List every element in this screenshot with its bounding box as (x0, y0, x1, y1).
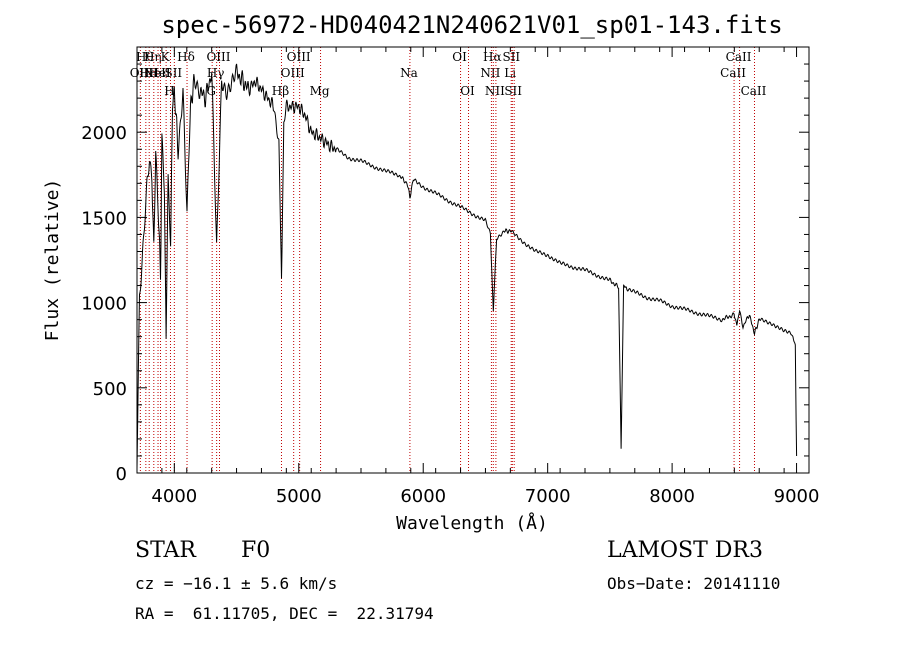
line-label: Hα (483, 50, 502, 64)
line-label: OIII (281, 66, 305, 80)
y-tick-label: 1000 (81, 294, 127, 315)
line-label: Hδ (177, 50, 195, 64)
line-label: Na (400, 66, 418, 80)
x-tick-label: 9000 (774, 486, 820, 507)
redshift: cz = −16.1 ± 5.6 km/s (135, 574, 338, 593)
y-tick-label: 0 (116, 464, 127, 485)
series-layer (136, 63, 798, 469)
line-label: Hη (144, 50, 162, 64)
x-tick-label: 6000 (400, 486, 446, 507)
chart-title: spec-56972-HD040421N240621V01_sp01-143.f… (161, 11, 782, 39)
line-label: NII (480, 66, 500, 80)
line-label: Hd (139, 66, 157, 80)
spectrum-line (136, 63, 798, 469)
object-class: STAR (135, 538, 196, 563)
x-tick-label: 4000 (151, 486, 197, 507)
line-label: K (161, 50, 171, 64)
line-label: OI (460, 84, 475, 98)
line-label: SII (504, 84, 522, 98)
line-label: SII (164, 66, 182, 80)
y-tick-label: 2000 (81, 123, 127, 144)
y-tick-label: 1500 (81, 208, 127, 229)
line-label: OI (452, 50, 467, 64)
x-tick-label: 5000 (276, 486, 322, 507)
line-label: Hγ (207, 66, 225, 80)
line-label: NeII (143, 66, 170, 80)
line-label: Hβ (272, 84, 289, 98)
line-label: OIII (206, 50, 230, 64)
ticks-layer: 4000 5000 6000 7000 8000 9000 0 500 1000 1500 2000 (81, 47, 819, 507)
line-label: H (164, 84, 174, 98)
spectral-lines-layer: OIIHθHdHηNeIIHeIKHSIIHδGHγOIIIHβOIIIOIII… (130, 47, 767, 473)
x-tick-label: 8000 (649, 486, 695, 507)
line-label: SII (502, 50, 520, 64)
coordinates: RA = 61.11705, DEC = 22.31794 (135, 604, 434, 623)
plot-frame (136, 46, 810, 474)
line-label: G (206, 84, 216, 98)
x-tick-label: 7000 (525, 486, 571, 507)
y-tick-label: 500 (93, 379, 127, 400)
line-label: NII (485, 84, 505, 98)
line-label: Mg (310, 84, 330, 98)
obs-date: Obs−Date: 20141110 (607, 574, 781, 593)
line-label: CaII (726, 50, 752, 64)
line-label: HeI (148, 66, 171, 80)
line-label: CaII (720, 66, 746, 80)
line-label: CaII (741, 84, 767, 98)
line-label: Li (504, 66, 516, 80)
x-axis-label: Wavelength (Å) (396, 512, 548, 534)
line-label: OII (130, 66, 150, 80)
y-axis-label: Flux (relative) (42, 179, 63, 342)
subclass: F0 (241, 538, 271, 563)
survey-name: LAMOST DR3 (607, 538, 763, 563)
